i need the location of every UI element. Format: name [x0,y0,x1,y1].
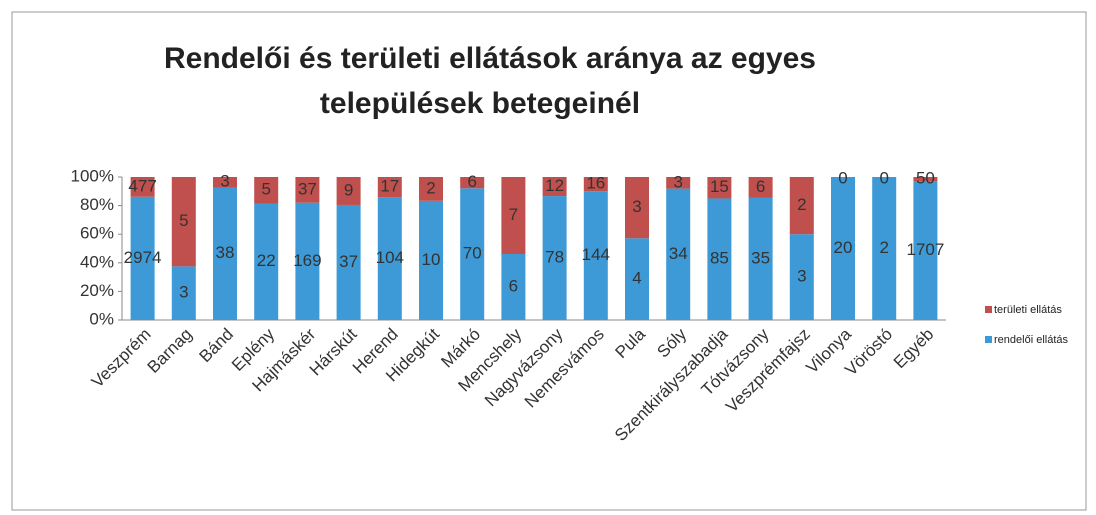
bar-segment [130,177,155,197]
bar-segment [501,254,526,320]
data-label: 9 [344,180,353,199]
bar-segment [748,177,773,198]
data-label: 3 [797,267,806,286]
bar-segment [336,177,361,205]
data-label: 2974 [124,248,162,267]
data-label: 1707 [906,240,944,259]
chart-title: Rendelői és területi ellátások aránya az… [164,42,816,120]
data-label: 70 [463,244,482,263]
data-label: 3 [220,172,229,191]
bar-segment [295,177,320,203]
data-label: 3 [632,197,641,216]
bar-segment [789,234,814,320]
bar-segment [213,177,237,188]
y-tick-label: 60% [80,224,114,243]
data-label: 5 [261,180,270,199]
data-label: 6 [756,177,765,196]
data-label: 38 [216,243,235,262]
data-label: 3 [179,283,188,302]
data-label: 169 [293,251,321,270]
data-label: 10 [422,250,441,269]
bar-segment [666,188,691,320]
data-label: 144 [582,245,610,264]
data-label: 477 [128,176,156,195]
bar-segment [254,177,279,204]
data-label: 37 [339,252,358,271]
bar-segment [171,177,196,267]
data-label: 7 [509,205,518,224]
data-label: 6 [509,276,518,295]
bar-segment [501,177,526,254]
y-tick-label: 20% [80,281,114,300]
data-label: 35 [751,248,770,267]
bar-segment [419,200,443,320]
data-label: 2 [797,195,806,214]
data-label: 5 [179,211,188,230]
bar-segment [707,198,732,320]
bar-segment [377,197,402,320]
data-label: 85 [710,249,729,268]
bar-segment [213,187,237,320]
bar-segment [913,177,938,182]
y-tick-label: 80% [80,195,114,214]
data-label: 78 [545,248,564,267]
bar-segment [377,177,402,198]
data-label: 4 [632,269,641,288]
bar-segment [789,177,814,235]
bar-segment [707,177,732,199]
bar-segment [542,196,567,320]
bar-segment [831,177,855,320]
data-label: 6 [467,172,476,191]
bar-segment [419,177,443,201]
bar-segment [130,196,155,320]
data-label: 3 [673,172,682,191]
bar-segment [583,177,608,192]
data-label: 34 [669,244,688,263]
bar-segment [254,203,279,320]
data-label: 2 [426,178,435,197]
y-tick-label: 100% [71,166,114,185]
data-label: 0 [838,168,847,187]
y-tick-label: 0% [89,309,114,328]
bar-segment [295,202,320,320]
bar-segment [583,191,608,320]
bar-segment [336,204,361,320]
bar-segment [748,197,773,320]
bar-segment [171,266,196,320]
data-label: 2 [879,238,888,257]
bar-segment [872,177,897,320]
bar-segment [666,177,691,189]
legend-swatch [985,306,992,313]
data-label: 22 [257,251,276,270]
bar-segment [460,188,485,320]
data-label: 37 [298,179,317,198]
data-label: 17 [380,177,399,196]
bar-segment [542,177,567,197]
data-label: 50 [916,169,935,188]
bar-segment [625,177,649,239]
data-label: 16 [586,174,605,193]
data-label: 12 [545,176,564,195]
data-label: 104 [376,248,404,267]
legend-label: rendelői ellátás [994,334,1068,346]
data-label: 20 [834,238,853,257]
legend-swatch [985,336,992,343]
bar-segment [913,181,938,320]
bar-segment [625,238,649,320]
legend-label: területi ellátás [994,304,1062,316]
data-label: 0 [879,168,888,187]
y-tick-label: 40% [80,252,114,271]
data-label: 15 [710,177,729,196]
bar-segment [460,177,485,189]
